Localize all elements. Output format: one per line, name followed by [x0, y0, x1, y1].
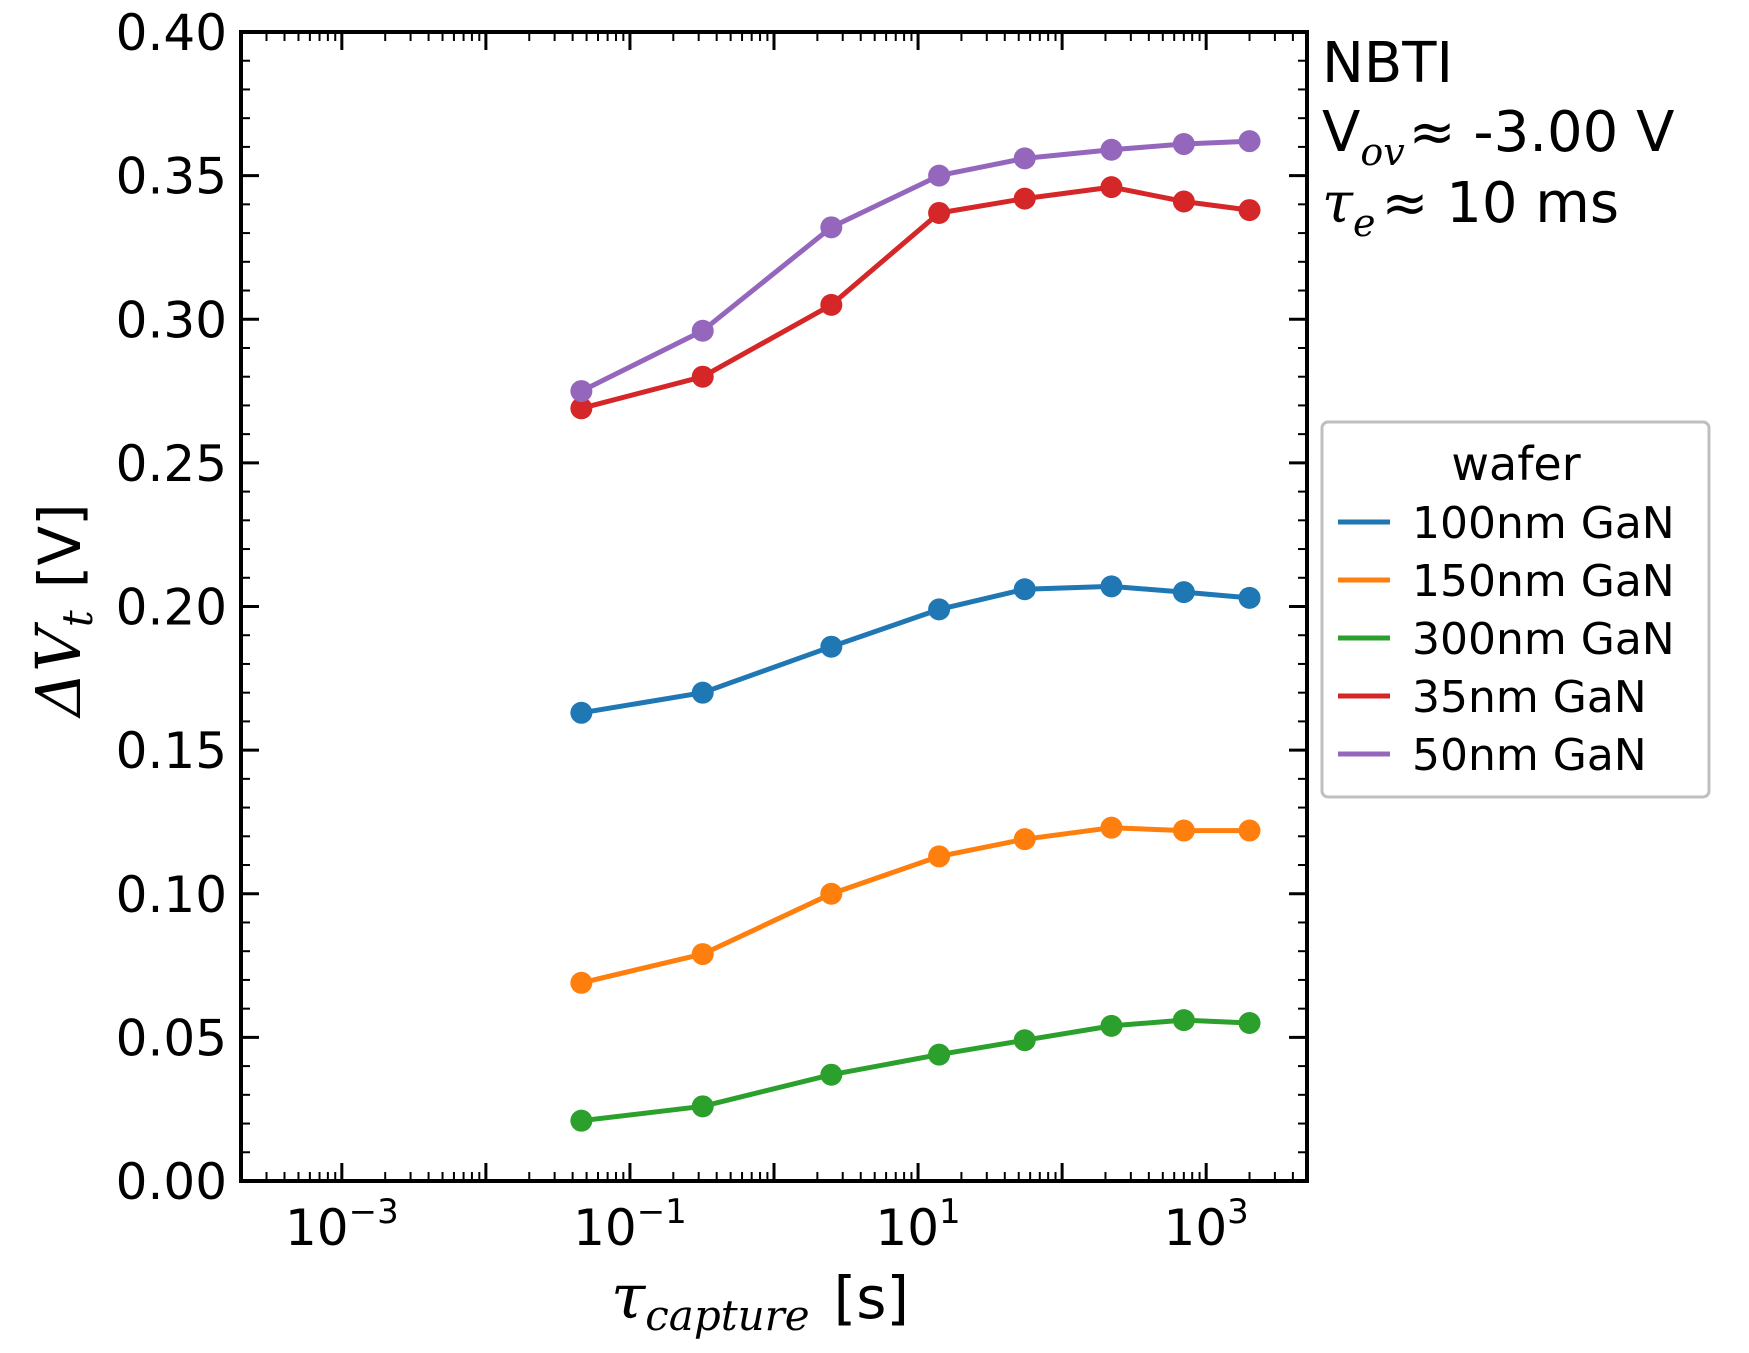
data-point-35nm-gan — [1172, 190, 1195, 213]
series-layer — [570, 130, 1261, 1132]
data-point-100nm-gan — [1013, 578, 1036, 601]
legend-label: 150nm GaN — [1412, 556, 1675, 607]
data-point-300nm-gan — [1238, 1012, 1261, 1035]
plot-frame — [239, 30, 1309, 1183]
data-point-300nm-gan — [1172, 1009, 1195, 1032]
y-tick-label: 0.10 — [116, 866, 227, 924]
data-point-50nm-gan — [1013, 147, 1036, 170]
y-tick-label: 0.30 — [116, 291, 227, 349]
data-point-50nm-gan — [928, 164, 951, 187]
x-tick-label: 10−3 — [285, 1192, 399, 1257]
data-point-150nm-gan — [570, 971, 593, 994]
series-line-50nm-gan — [580, 138, 1250, 394]
data-point-150nm-gan — [1238, 819, 1261, 842]
data-point-50nm-gan — [691, 319, 714, 342]
annotation: NBTI Vov≈ -3.00 V τe ≈ 10 ms — [1322, 31, 1674, 245]
y-tick-label: 0.40 — [116, 4, 227, 62]
x-axis-label: τcapture [s] — [611, 1260, 909, 1340]
data-point-100nm-gan — [1238, 586, 1261, 609]
data-point-150nm-gan — [820, 882, 843, 905]
series-line-150nm-gan — [580, 825, 1250, 986]
y-tick-labels: 0.00 0.05 0.10 0.15 0.20 0.25 0.30 0.35 0.40 — [116, 4, 227, 1211]
data-point-100nm-gan — [691, 681, 714, 704]
legend-label: 100nm GaN — [1412, 498, 1675, 549]
series-300nm-gan — [570, 1009, 1261, 1132]
data-point-150nm-gan — [1172, 819, 1195, 842]
y-tick-label: 0.20 — [116, 579, 227, 637]
data-point-35nm-gan — [1238, 199, 1261, 222]
legend-item-300nm-gan: 300nm GaN — [1338, 614, 1675, 665]
data-point-35nm-gan — [928, 201, 951, 224]
legend-box — [1320, 420, 1711, 799]
y-tick-label: 0.15 — [116, 722, 227, 780]
y-tick-label: 0.00 — [116, 1153, 227, 1211]
data-point-100nm-gan — [820, 635, 843, 658]
data-point-35nm-gan — [1100, 176, 1123, 199]
data-point-50nm-gan — [1238, 130, 1261, 153]
data-point-300nm-gan — [570, 1109, 593, 1132]
data-point-150nm-gan — [1100, 816, 1123, 839]
series-50nm-gan — [570, 130, 1261, 403]
data-point-100nm-gan — [1172, 581, 1195, 604]
annotation-line-1: NBTI — [1322, 31, 1453, 96]
legend: wafer 100nm GaN 150nm GaN 300nm GaN 35nm Ga… — [1320, 420, 1711, 799]
data-point-50nm-gan — [1172, 133, 1195, 156]
legend-item-50nm-gan: 50nm GaN — [1338, 730, 1647, 781]
y-tick-label: 0.05 — [116, 1009, 227, 1067]
data-point-50nm-gan — [820, 216, 843, 239]
data-point-150nm-gan — [1013, 828, 1036, 851]
data-point-300nm-gan — [1013, 1029, 1036, 1052]
data-point-35nm-gan — [1013, 187, 1036, 210]
x-tick-labels: 10−3 10−1 101 103 — [285, 1192, 1249, 1257]
series-line-100nm-gan — [580, 583, 1250, 716]
data-point-35nm-gan — [570, 397, 593, 420]
data-point-100nm-gan — [570, 701, 593, 724]
axis-ticks — [240, 30, 1308, 1183]
legend-label: 35nm GaN — [1412, 672, 1647, 723]
data-point-150nm-gan — [928, 845, 951, 868]
series-100nm-gan — [570, 575, 1261, 724]
data-point-100nm-gan — [1100, 575, 1123, 598]
legend-item-150nm-gan: 150nm GaN — [1338, 556, 1675, 607]
series-line-300nm-gan — [581, 1017, 1250, 1124]
legend-label: 300nm GaN — [1412, 614, 1675, 665]
legend-items: 100nm GaN 150nm GaN 300nm GaN 35nm GaN 50nm … — [1338, 498, 1675, 781]
series-35nm-gan — [570, 176, 1261, 420]
data-point-100nm-gan — [928, 598, 951, 621]
annotation-line-3: τe ≈ 10 ms — [1322, 171, 1619, 245]
legend-item-100nm-gan: 100nm GaN — [1338, 498, 1675, 549]
y-tick-label: 0.25 — [116, 435, 227, 493]
y-axis-label: ΔVt[V] — [22, 503, 102, 718]
x-tick-label: 103 — [1164, 1192, 1249, 1257]
data-point-50nm-gan — [1100, 138, 1123, 161]
data-point-300nm-gan — [1100, 1014, 1123, 1037]
y-tick-label: 0.35 — [116, 148, 227, 206]
data-point-35nm-gan — [691, 365, 714, 388]
legend-item-35nm-gan: 35nm GaN — [1338, 672, 1647, 723]
data-point-35nm-gan — [820, 293, 843, 316]
data-point-50nm-gan — [570, 380, 593, 403]
series-150nm-gan — [570, 816, 1261, 994]
legend-title: wafer — [1451, 437, 1580, 491]
x-tick-label: 101 — [875, 1192, 960, 1257]
annotation-line-2: Vov≈ -3.00 V — [1322, 100, 1674, 174]
data-point-300nm-gan — [820, 1063, 843, 1086]
series-line-35nm-gan — [580, 184, 1250, 411]
data-point-300nm-gan — [928, 1043, 951, 1066]
data-point-150nm-gan — [691, 943, 714, 966]
data-point-300nm-gan — [691, 1095, 714, 1118]
legend-label: 50nm GaN — [1412, 730, 1647, 781]
x-tick-label: 10−1 — [573, 1192, 687, 1257]
